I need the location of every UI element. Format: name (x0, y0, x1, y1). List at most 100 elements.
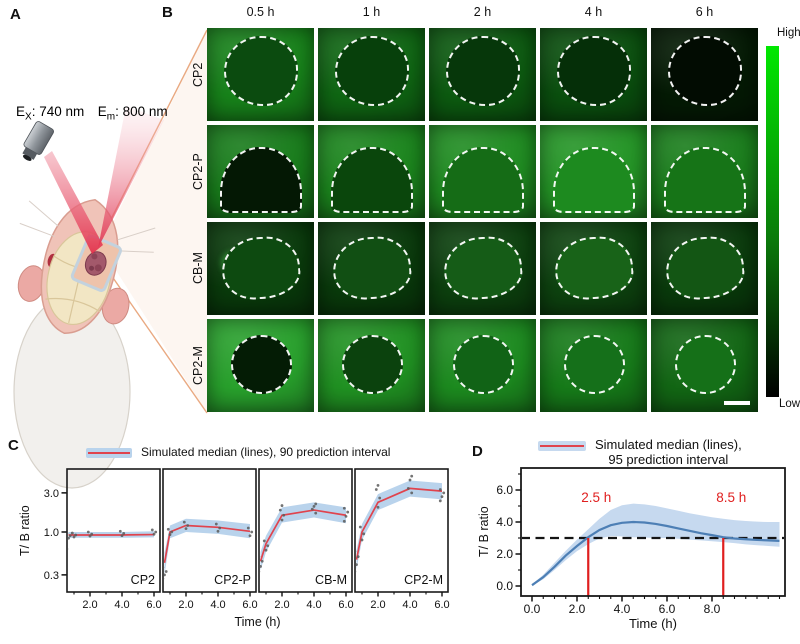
b-col-label-4: 6 h (695, 5, 714, 19)
whisker (117, 227, 156, 241)
tumor-outline (557, 36, 631, 106)
c-data-point (72, 535, 76, 539)
b-image-cell-cb-m-4 (651, 222, 758, 315)
c-x-tick-label: 4.0 (210, 599, 225, 611)
c-subplot-name: CP2 (131, 573, 155, 587)
d-x-tick-label: 0.0 (524, 602, 541, 616)
b-image-cell-cb-m-2 (429, 222, 536, 315)
panel-c-legend: Simulated median (lines), 90 prediction … (86, 445, 390, 459)
c-data-point (260, 565, 262, 568)
tumor-outline (331, 147, 413, 213)
c-data-point (264, 548, 268, 552)
whisker (19, 222, 55, 238)
c-data-point (88, 534, 92, 538)
b-image-cell-cp2-p-1 (318, 125, 425, 218)
c-data-point (216, 529, 220, 533)
c-data-point (346, 510, 350, 514)
b-image-cell-cp2-m-1 (318, 319, 425, 412)
c-data-point (260, 559, 264, 563)
c-data-point (168, 533, 172, 536)
c-x-tick-label: 2.0 (82, 599, 97, 611)
d-plot-area (522, 503, 784, 587)
c-data-point (280, 518, 284, 522)
c-y-tick-label: 1.0 (44, 527, 59, 539)
panel-d-legend-text: Simulated median (lines), 95 prediction … (595, 437, 742, 467)
b-image-cell-cb-m-1 (318, 222, 425, 315)
c-data-point (356, 563, 358, 567)
emission-label: Em: 800 nm (97, 104, 168, 123)
c-subplot-frame (162, 468, 257, 593)
c-data-point (438, 499, 442, 503)
c-subplot-name: CP2-M (404, 573, 443, 587)
c-prediction-band (164, 518, 250, 575)
c-x-tick-label: 6.0 (338, 599, 353, 611)
b-image-cell-cp2-m-3 (540, 319, 647, 412)
camera-icon (22, 121, 54, 161)
b-image-cell-cp2-p-4 (651, 125, 758, 218)
c-data-point (260, 555, 261, 558)
b-row-label-cp2-m: CP2-M (191, 346, 205, 385)
d-x-tick-label: 2.0 (569, 602, 586, 616)
c-data-point (262, 539, 266, 543)
panel-d-plot: 2.5 h 8.5 h 0.0 2.0 4.0 6.0 0.0 2.0 4.0 6.0 8.0 (496, 467, 786, 616)
c-median-line (164, 524, 251, 564)
c-data-point (406, 487, 410, 490)
tumor-detail (91, 253, 98, 260)
c-data-point (408, 478, 412, 482)
c-data-point (248, 534, 252, 538)
colorbar-high-label: High (777, 27, 800, 39)
c-x-tick-label: 2.0 (274, 599, 289, 611)
b-col-label-2: 2 h (473, 5, 492, 19)
c-data-point (442, 491, 446, 495)
c-data-point (182, 520, 186, 524)
d-median-line (531, 520, 780, 587)
excitation-beam (44, 151, 103, 254)
c-data-point (376, 484, 380, 487)
d-time-annotation: 8.5 h (716, 490, 746, 505)
tumor-outline (668, 36, 742, 106)
c-data-point (438, 488, 442, 491)
c-data-point (74, 533, 78, 537)
d-y-tick-label: 0.0 (496, 579, 513, 593)
b-image-cell-cp2-3 (540, 28, 647, 121)
c-data-point (86, 530, 90, 534)
zoom-wedge (101, 30, 207, 413)
c-x-tick-label: 2.0 (178, 599, 193, 611)
c-data-point (310, 507, 314, 511)
c-data-point (68, 548, 69, 550)
b-image-cell-cb-m-3 (540, 222, 647, 315)
c-data-point (374, 488, 378, 491)
b-row-label-cp2: CP2 (191, 62, 205, 87)
c-data-point (410, 474, 414, 478)
c-data-point (362, 532, 366, 536)
c-x-tick-label: 6.0 (242, 599, 257, 611)
emission-beam (98, 106, 164, 248)
c-x-tick-label: 2.0 (370, 599, 385, 611)
b-image-cell-cp2-m-0 (207, 319, 314, 412)
c-data-point (342, 506, 346, 510)
b-col-label-3: 4 h (584, 5, 603, 19)
b-image-cell-cp2-m-4 (651, 319, 758, 412)
d-y-tick-label: 6.0 (496, 483, 513, 497)
c-data-point (314, 502, 318, 506)
legend-median-line (88, 452, 130, 454)
mouse-head (17, 198, 156, 334)
b-image-cell-cp2-p-3 (540, 125, 647, 218)
c-subplot-cp2-m (356, 474, 446, 573)
c-data-point (360, 538, 364, 542)
b-row-label-cb-m: CB-M (191, 252, 205, 285)
tumor-outline (675, 335, 736, 394)
c-subplot-cp2 (68, 528, 158, 550)
c-data-point (342, 519, 346, 523)
scale-bar (724, 401, 750, 405)
panel-d-label: D (472, 443, 483, 460)
c-data-point (170, 530, 174, 534)
c-subplot-name: CB-M (315, 573, 347, 587)
b-row-label-cp2-p: CP2-P (191, 153, 205, 190)
c-data-point (90, 532, 94, 536)
wavelength-text: EX: 740 nm Em: 800 nm (16, 104, 168, 123)
tumor-outline (220, 147, 302, 213)
legend-median-line (540, 445, 584, 447)
tumor-outline (224, 36, 298, 106)
